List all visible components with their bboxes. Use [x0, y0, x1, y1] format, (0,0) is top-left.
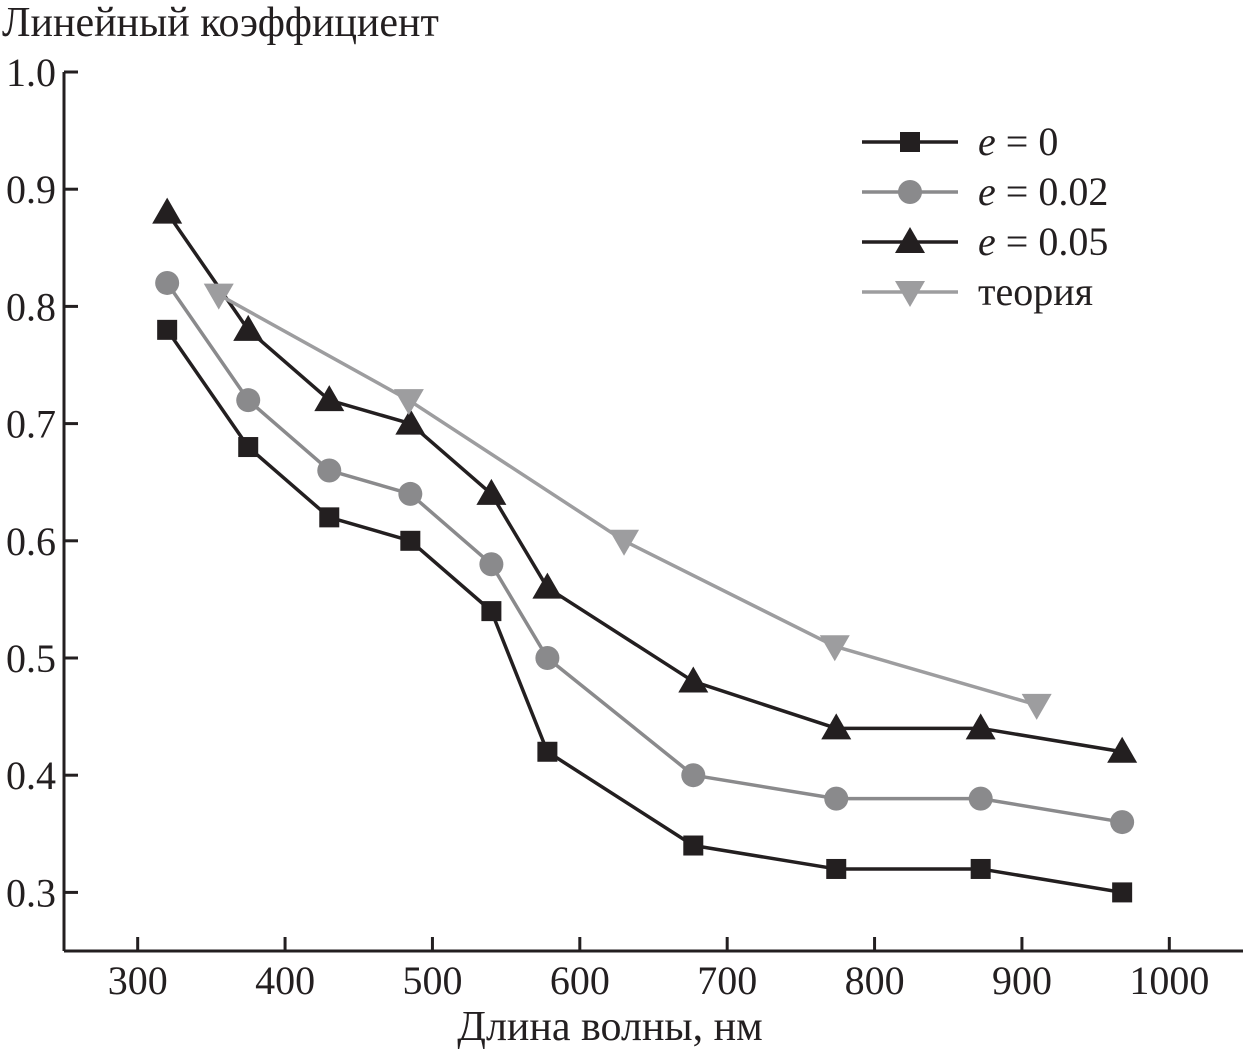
data-point [314, 385, 345, 412]
series-0 [157, 319, 1133, 903]
y-axis-title: Линейный коэффициент [2, 0, 439, 46]
data-point [157, 319, 178, 340]
y-tick-label: 0.8 [6, 284, 56, 329]
legend-marker [898, 180, 922, 204]
data-point [826, 858, 847, 879]
legend-label: теория [978, 269, 1093, 314]
x-tick-label: 800 [845, 958, 905, 1003]
y-tick-label: 0.7 [6, 402, 56, 447]
series-1 [155, 270, 1135, 835]
data-point [824, 786, 849, 811]
data-point [236, 388, 261, 413]
data-point [238, 437, 259, 458]
x-tick-label: 700 [697, 958, 757, 1003]
y-tick-label: 0.9 [6, 167, 56, 212]
y-tick-label: 0.4 [6, 753, 56, 798]
data-point [393, 389, 424, 416]
data-point [152, 197, 183, 224]
data-point [203, 283, 234, 310]
legend-marker [895, 227, 925, 253]
data-point [532, 572, 563, 599]
data-point [155, 270, 180, 295]
data-point [319, 507, 340, 528]
data-point [479, 552, 504, 577]
data-point [395, 408, 426, 435]
data-point [481, 601, 502, 622]
x-tick-label: 300 [108, 958, 168, 1003]
data-point [683, 835, 704, 856]
series-line [217, 293, 1038, 707]
legend-label: e = 0 [978, 119, 1058, 164]
axis-ticks: 1.0 0.9 0.8 0.7 0.6 0.5 0.4 0.3 300 400 500 600 700 8… [6, 50, 1209, 1003]
legend: e = 0 e = 0.02 e = 0.05 теория [862, 119, 1108, 314]
x-tick-label: 900 [992, 958, 1052, 1003]
data-point [970, 858, 991, 879]
data-point [1107, 736, 1138, 763]
x-axis-title: Длина волны, нм [457, 1004, 762, 1050]
data-point [819, 635, 850, 662]
y-tick-label: 1.0 [6, 50, 56, 95]
data-point [398, 481, 423, 506]
legend-label: e = 0.05 [978, 219, 1108, 264]
x-tick-label: 500 [402, 958, 462, 1003]
data-point [609, 529, 640, 556]
legend-marker [895, 281, 925, 307]
data-point [965, 713, 996, 740]
legend-item: e = 0 [862, 119, 1058, 164]
legend-item: e = 0.02 [862, 169, 1108, 214]
y-tick-label: 0.3 [6, 870, 56, 915]
data-point [821, 713, 852, 740]
series-line [165, 211, 1123, 754]
data-point [1110, 810, 1135, 835]
legend-marker [900, 132, 920, 152]
y-tick-label: 0.6 [6, 519, 56, 564]
series-3 [203, 283, 1052, 720]
data-point [1112, 882, 1133, 903]
data-point [968, 786, 993, 811]
x-tick-label: 400 [255, 958, 315, 1003]
legend-item: теория [862, 269, 1093, 314]
data-point [678, 666, 709, 693]
legend-item: e = 0.05 [862, 219, 1108, 264]
series-2 [152, 197, 1138, 763]
y-tick-label: 0.5 [6, 636, 56, 681]
data-point [681, 763, 706, 788]
data-point [233, 314, 264, 341]
series-layer [152, 197, 1138, 903]
data-point [537, 741, 558, 762]
chart-axes [62, 72, 1243, 953]
x-tick-label: 600 [550, 958, 610, 1003]
data-point [400, 530, 421, 551]
legend-label: e = 0.02 [978, 169, 1108, 214]
series-line [165, 328, 1123, 895]
data-point [1021, 693, 1052, 720]
data-point [317, 458, 342, 483]
data-point [476, 478, 507, 505]
series-line [165, 281, 1123, 824]
data-point [535, 646, 560, 670]
x-tick-label: 1000 [1129, 958, 1209, 1003]
